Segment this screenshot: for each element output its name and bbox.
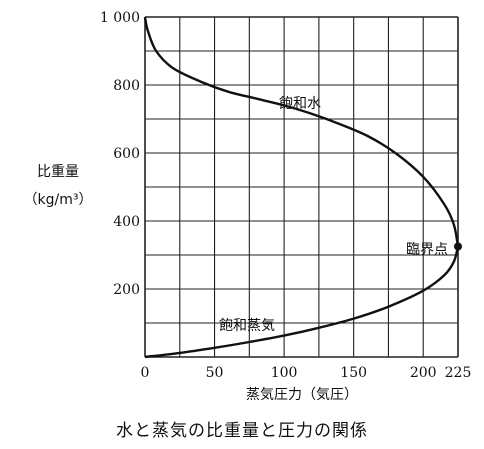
x-tick-label: 0 bbox=[141, 365, 150, 381]
y-tick-label: 600 bbox=[113, 146, 140, 162]
x-tick-label: 200 bbox=[410, 365, 437, 381]
y-tick-label: 200 bbox=[113, 282, 140, 298]
x-tick-label: 50 bbox=[206, 365, 224, 381]
saturated-water-curve bbox=[143, 16, 460, 247]
curves bbox=[143, 16, 462, 359]
saturated-steam-label: 飽和蒸気 bbox=[219, 317, 275, 334]
y-tick-label: 800 bbox=[113, 78, 140, 94]
figure-caption: 水と蒸気の比重量と圧力の関係 bbox=[116, 421, 368, 441]
x-tick-label: 150 bbox=[340, 365, 367, 381]
critical-point-label: 臨界点 bbox=[406, 242, 448, 258]
saturated-steam-curve bbox=[144, 246, 460, 359]
x-axis-label: 蒸気圧力（気圧） bbox=[246, 387, 358, 403]
critical-point-marker bbox=[454, 242, 462, 251]
y-axis-label: 比重量 bbox=[37, 164, 79, 180]
y-tick-label: 400 bbox=[113, 214, 140, 230]
y-axis-unit: （kg/m³） bbox=[24, 192, 93, 208]
y-tick-label: 1 000 bbox=[100, 10, 140, 26]
tick-labels: 0 50 100 150 200 225 200 400 600 800 1 000 bbox=[100, 10, 471, 381]
x-tick-label: 225 bbox=[445, 365, 472, 381]
grid bbox=[144, 16, 459, 358]
saturated-water-label: 飽和水 bbox=[279, 95, 321, 112]
x-tick-label: 100 bbox=[271, 365, 298, 381]
